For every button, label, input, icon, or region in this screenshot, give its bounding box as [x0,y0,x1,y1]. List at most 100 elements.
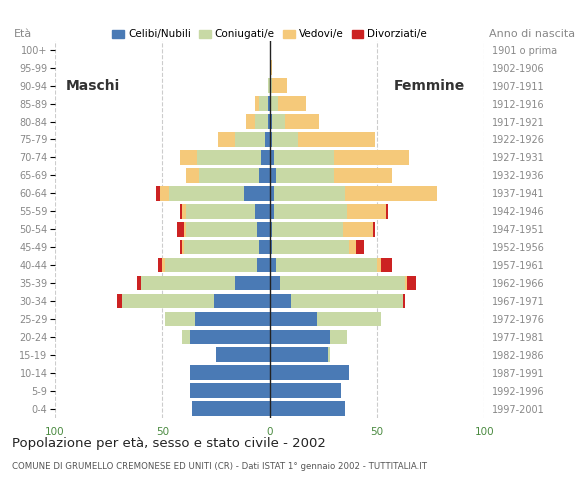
Bar [180,204,182,218]
Bar [343,222,373,237]
Bar [177,222,184,237]
Bar [386,204,387,218]
Bar [270,150,274,165]
Bar [270,132,272,147]
Bar [235,276,270,290]
Bar [162,258,165,273]
Bar [197,150,261,165]
Bar [186,168,199,183]
Bar [259,96,267,111]
Bar [270,222,272,237]
Bar [158,258,162,273]
Bar [270,96,278,111]
Bar [285,114,319,129]
Bar [261,150,270,165]
Bar [272,222,343,237]
Bar [270,78,272,93]
Bar [272,78,287,93]
Bar [270,384,340,398]
Bar [190,329,270,344]
Bar [270,401,345,416]
Bar [270,114,272,129]
Bar [334,150,409,165]
Bar [377,258,381,273]
Text: COMUNE DI GRUMELLO CREMONESE ED UNITI (CR) - Dati ISTAT 1° gennaio 2002 - TUTTIT: COMUNE DI GRUMELLO CREMONESE ED UNITI (C… [12,462,427,471]
Text: Anno di nascita: Anno di nascita [488,29,575,39]
Bar [255,204,270,218]
Legend: Celibi/Nubili, Coniugati/e, Vedovi/e, Divorziati/e: Celibi/Nubili, Coniugati/e, Vedovi/e, Di… [108,25,432,44]
Bar [122,294,214,308]
Bar [334,168,392,183]
Bar [272,114,285,129]
Bar [373,222,375,237]
Bar [257,258,270,273]
Bar [272,132,298,147]
Bar [270,312,317,326]
Bar [317,312,381,326]
Bar [403,294,405,308]
Bar [218,132,235,147]
Bar [214,294,270,308]
Bar [330,329,347,344]
Bar [278,96,306,111]
Bar [270,204,274,218]
Bar [267,114,270,129]
Bar [270,365,349,380]
Bar [381,258,392,273]
Bar [281,276,405,290]
Text: Femmine: Femmine [394,79,465,93]
Bar [266,132,270,147]
Bar [270,240,272,254]
Bar [186,222,257,237]
Bar [270,186,274,201]
Bar [328,348,330,362]
Bar [349,240,356,254]
Bar [257,222,270,237]
Bar [272,240,349,254]
Bar [160,186,169,201]
Bar [190,384,270,398]
Bar [141,276,235,290]
Bar [186,204,255,218]
Bar [194,312,270,326]
Bar [270,348,328,362]
Bar [270,294,291,308]
Bar [156,186,160,201]
Bar [165,312,194,326]
Bar [270,168,276,183]
Bar [255,114,267,129]
Bar [270,258,276,273]
Bar [255,96,259,111]
Bar [182,329,190,344]
Bar [169,186,244,201]
Bar [193,401,270,416]
Bar [165,258,257,273]
Bar [274,150,334,165]
Bar [190,365,270,380]
Bar [117,294,122,308]
Bar [259,240,270,254]
Bar [199,168,259,183]
Bar [270,60,272,75]
Bar [291,294,403,308]
Bar [180,150,197,165]
Bar [345,186,437,201]
Bar [276,168,334,183]
Bar [182,240,184,254]
Bar [407,276,416,290]
Bar [270,329,330,344]
Bar [347,204,386,218]
Bar [274,204,347,218]
Bar [235,132,266,147]
Bar [216,348,270,362]
Bar [180,240,182,254]
Bar [244,186,270,201]
Bar [267,78,270,93]
Bar [184,240,259,254]
Bar [274,186,345,201]
Bar [298,132,375,147]
Text: Popolazione per età, sesso e stato civile - 2002: Popolazione per età, sesso e stato civil… [12,437,325,450]
Bar [356,240,364,254]
Text: Maschi: Maschi [66,79,120,93]
Bar [276,258,377,273]
